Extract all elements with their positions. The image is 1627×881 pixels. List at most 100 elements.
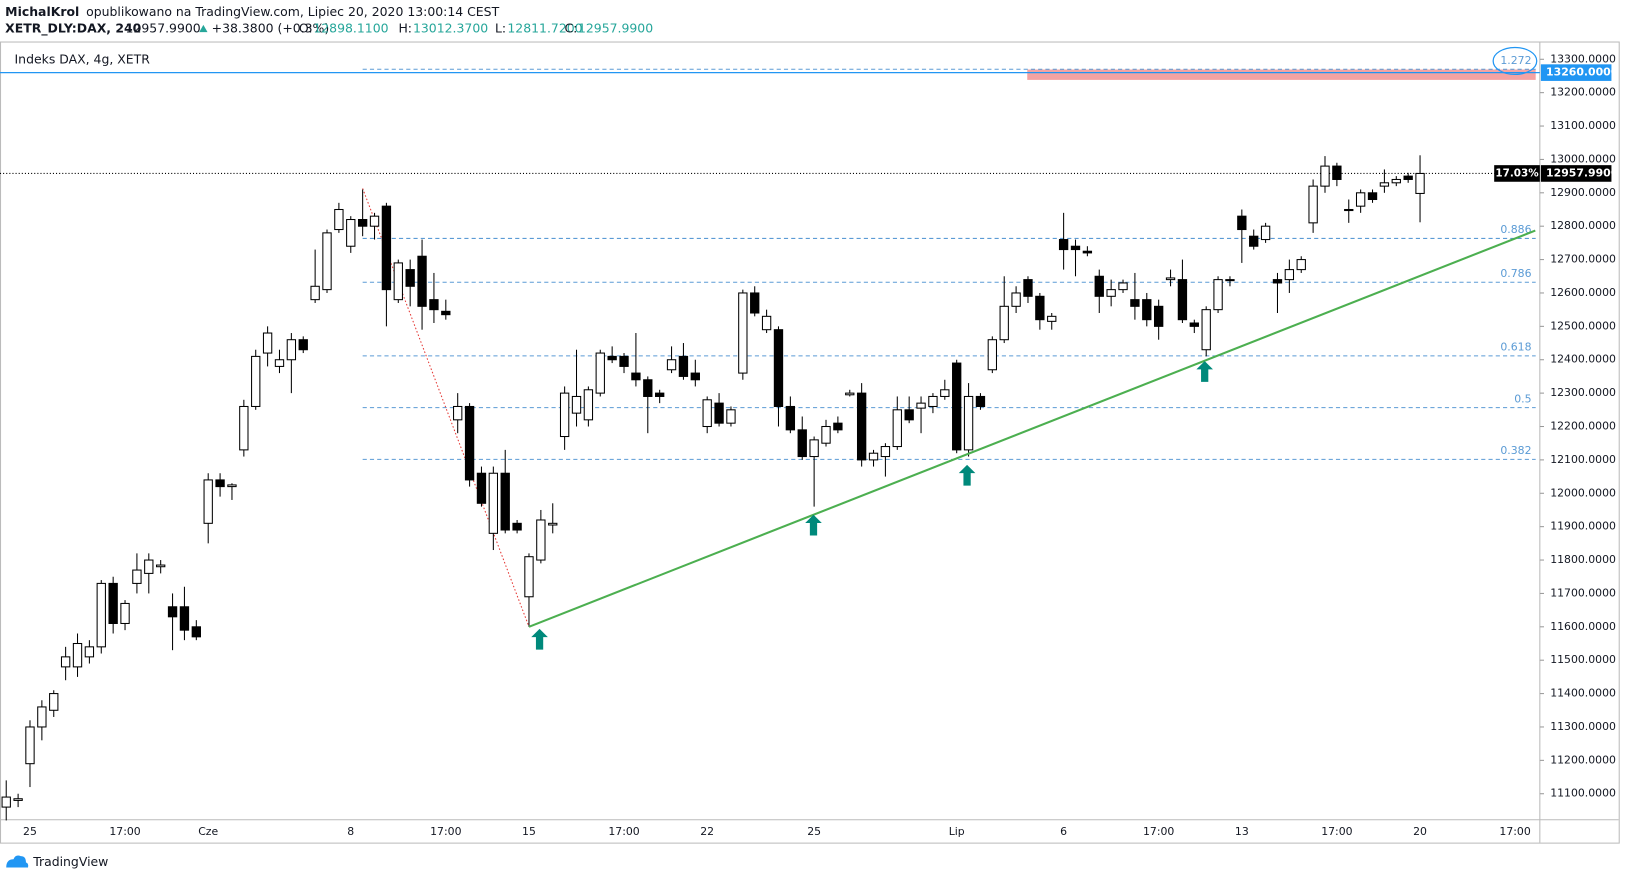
candle-body [1130,299,1140,307]
candle-body [1035,295,1045,321]
candle-body [132,569,142,584]
candle-body [1225,279,1235,282]
published: opublikowano na TradingView.com, Lipiec … [86,4,499,19]
candle-body [215,479,225,488]
candle-body [322,232,332,291]
candle-body [60,656,71,668]
candle-body [987,339,998,371]
candle-body [666,359,677,371]
candle-body [1308,185,1318,224]
candle-body [904,409,914,421]
candle-body [536,519,546,561]
candle-body [500,472,510,531]
y-tick-label: 11100.0000 [1550,787,1616,800]
candle-body [1213,279,1223,311]
candle-body [476,472,487,504]
candle-body [1403,175,1413,180]
change: +38.3800 (+0.3%) [212,21,330,36]
candle-body [999,305,1009,341]
y-tick-label: 12800.0000 [1550,219,1616,232]
candle-body [453,405,463,421]
y-tick-label: 12500.0000 [1550,319,1616,332]
x-tick-label: 17:00 [608,825,639,838]
ohlc-value: 12811.7200 [507,21,582,36]
x-tick-label: 8 [347,825,354,838]
highlight-circle [1492,46,1538,76]
candle-body [714,402,724,424]
candle-body [559,392,570,438]
candle-body [251,355,261,407]
candle-body [84,646,95,658]
candle-body [108,582,118,624]
y-tick-label: 13200.0000 [1550,86,1616,99]
price-tag [1540,64,1612,81]
candle-body [655,392,665,397]
candle-body [583,389,594,421]
candle-body [1142,299,1152,321]
candle-body [441,310,451,316]
y-tick-label: 12100.0000 [1550,453,1616,466]
candle-body [429,299,439,311]
candle-body [405,269,415,287]
candle-body [1082,250,1093,254]
percent-tag-label: 17.03% [1495,167,1539,179]
candle-body [1379,182,1390,187]
candle-body [227,484,237,488]
x-tick-label: 6 [1060,825,1067,838]
candle-body [952,362,962,451]
candle-body [1118,282,1128,291]
candle-body [369,215,380,227]
y-tick-label: 11200.0000 [1550,753,1616,766]
candle-body [1011,292,1021,307]
y-tick-label: 13300.0000 [1550,52,1616,65]
candle-body [1344,208,1354,212]
y-tick-label: 13000.0000 [1550,152,1616,165]
candle-body [1070,245,1081,251]
candle-body [940,389,950,397]
ohlc-label: H: [398,21,412,36]
y-tick-label: 12900.0000 [1550,186,1616,199]
candle-body [880,446,891,458]
ohlc-value: 13012.3700 [413,21,488,36]
candle-body [72,642,83,668]
candle-body [868,452,879,461]
ohlc-value: 12957.9900 [578,21,653,36]
candle-body [310,285,320,301]
candle-body [643,379,653,397]
y-tick-label: 12700.0000 [1550,253,1616,266]
candle-body [144,559,154,574]
candle-body [1094,275,1104,297]
price-tag-label: 13260.0000 [1546,66,1619,79]
logo-icon [6,855,29,868]
y-tick-label: 12000.0000 [1550,486,1616,499]
candle-body [179,606,190,631]
candle-body [1023,279,1033,297]
candle-body [1332,165,1342,180]
up-arrow [1196,361,1213,382]
candle-body [1106,289,1116,297]
symbol: XETR_DLY:DAX, 240 [5,21,141,37]
x-tick-label: 13 [1235,825,1249,838]
percent-tag [1494,165,1540,182]
candle-body [702,399,712,428]
chart-frame [0,41,1620,844]
candle-body [464,405,475,481]
candle-body [1153,305,1164,327]
x-tick-label: 20 [1413,825,1427,838]
fib-label: 0.886 [1500,223,1531,236]
y-tick-label: 11600.0000 [1550,620,1616,633]
y-tick-label: 11400.0000 [1550,687,1616,700]
y-tick-label: 13100.0000 [1550,119,1616,132]
y-tick-label: 12600.0000 [1550,286,1616,299]
candle-body [821,425,831,444]
candle-body [809,439,819,458]
up-arrow [805,514,822,536]
candle-body [631,372,641,381]
candle-body [286,339,297,361]
candle-body [845,392,855,396]
y-tick-label: 11700.0000 [1550,586,1616,599]
candle-body [595,352,605,394]
y-tick-label: 11300.0000 [1550,720,1616,733]
candle-body [1296,259,1306,271]
